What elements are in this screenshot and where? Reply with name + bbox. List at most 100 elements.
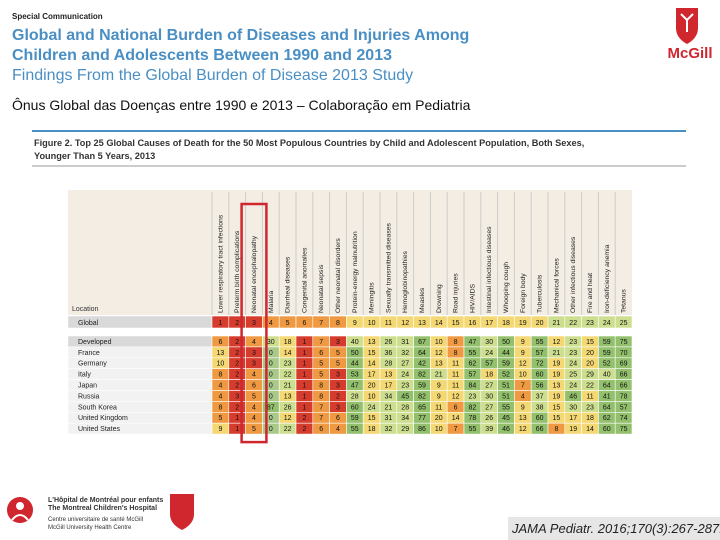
cell-value: 0: [269, 426, 273, 433]
cell-value: 10: [368, 393, 376, 400]
cell-value: 34: [401, 415, 409, 422]
cell: [614, 315, 633, 329]
cell-value: 1: [302, 350, 306, 357]
cell-value: 75: [620, 339, 628, 346]
cell-value: 9: [521, 350, 525, 357]
cell-value: 59: [603, 350, 611, 357]
column-header: Tuberculosis: [537, 274, 544, 313]
cell-value: 5: [336, 350, 340, 357]
cell-value: 14: [368, 361, 376, 368]
cell-value: 82: [418, 393, 426, 400]
row-label: Developed: [78, 339, 112, 346]
cell-value: 4: [252, 404, 256, 411]
cell-value: 7: [454, 426, 458, 433]
cell-value: 45: [502, 415, 510, 422]
cell-value: 29: [401, 426, 409, 433]
cell-value: 12: [452, 393, 460, 400]
cell-value: 1: [235, 415, 239, 422]
cell-value: 65: [418, 404, 426, 411]
row-label: Global: [78, 320, 99, 327]
cell-value: 4: [218, 383, 222, 390]
cell-value: 6: [454, 404, 458, 411]
cell-value: 11: [452, 383, 459, 390]
cell-value: 59: [351, 415, 359, 422]
cell-value: 18: [368, 426, 376, 433]
cell-value: 56: [536, 383, 544, 390]
cell-value: 11: [452, 372, 459, 379]
subtitle: Ônus Global das Doenças entre 1990 e 201…: [12, 97, 471, 113]
cell-value: 21: [435, 372, 443, 379]
cell-value: 28: [385, 361, 393, 368]
column-header: Malaria: [268, 290, 275, 313]
cell-value: 82: [469, 404, 477, 411]
cell-value: 57: [469, 372, 477, 379]
cell-value: 38: [536, 404, 544, 411]
cell-value: 8: [454, 339, 458, 346]
cell-value: 21: [553, 350, 561, 357]
cell-value: 21: [553, 320, 561, 327]
column-header: Other infectious diseases: [570, 236, 577, 313]
title-line: Findings From the Global Burden of Disea…: [12, 67, 413, 84]
cell-value: 46: [569, 393, 577, 400]
cell-value: 4: [269, 320, 273, 327]
cell-value: 2: [302, 426, 306, 433]
cell-value: 72: [536, 361, 544, 368]
cell-value: 7: [319, 404, 323, 411]
logo-text: McGill: [667, 45, 712, 62]
cell-value: 8: [554, 426, 558, 433]
cell-value: 5: [319, 372, 323, 379]
cell-value: 13: [217, 350, 225, 357]
row-label: United Kingdom: [78, 415, 128, 422]
cell-value: 8: [336, 320, 340, 327]
cell-value: 15: [452, 320, 460, 327]
cell-value: 3: [336, 372, 340, 379]
cell-value: 4: [252, 415, 256, 422]
cell-value: 19: [553, 361, 561, 368]
cell-value: 60: [351, 404, 359, 411]
row-label: United States: [78, 426, 121, 433]
cell-value: 66: [536, 426, 544, 433]
cell-value: 11: [435, 404, 442, 411]
cell-value: 7: [319, 415, 323, 422]
cell-value: 34: [385, 393, 393, 400]
cell-value: 20: [435, 415, 443, 422]
cell-value: 17: [485, 320, 493, 327]
cell-value: 1: [302, 339, 306, 346]
cell-value: 18: [502, 320, 510, 327]
cell-value: 51: [502, 393, 510, 400]
cell-value: 23: [586, 320, 594, 327]
cell-value: 22: [586, 383, 594, 390]
cell-value: 19: [553, 372, 561, 379]
cell-value: 40: [603, 372, 611, 379]
cell-value: 4: [521, 393, 525, 400]
cell-value: 53: [351, 372, 359, 379]
cell-value: 3: [252, 361, 256, 368]
cell-value: 84: [469, 383, 477, 390]
cell-value: 57: [485, 361, 493, 368]
cell-value: 55: [351, 426, 359, 433]
hospital-line: McGill University Health Centre: [48, 525, 132, 531]
cell-value: 5: [319, 361, 323, 368]
cell-value: 59: [603, 339, 611, 346]
cell-value: 30: [569, 404, 577, 411]
cell-value: 14: [586, 426, 594, 433]
cell-value: 66: [620, 383, 628, 390]
column-header: Congenital anomalies: [301, 247, 308, 313]
cell: [614, 422, 633, 435]
cell-value: 19: [569, 426, 577, 433]
figure-title: Younger Than 5 Years, 2013: [34, 151, 155, 161]
cell-value: 12: [435, 350, 443, 357]
cell-value: 1: [302, 383, 306, 390]
cell-value: 12: [401, 320, 409, 327]
cell-value: 11: [385, 320, 392, 327]
cell-value: 15: [553, 404, 561, 411]
cell-value: 55: [536, 339, 544, 346]
cell-value: 57: [536, 350, 544, 357]
cell-value: 86: [418, 426, 426, 433]
cell-value: 21: [385, 404, 393, 411]
cell-value: 32: [401, 350, 409, 357]
cell-value: 23: [586, 404, 594, 411]
cell-value: 7: [521, 383, 525, 390]
cell-value: 3: [336, 339, 340, 346]
column-header: Neonatal encephalopathy: [251, 235, 258, 313]
